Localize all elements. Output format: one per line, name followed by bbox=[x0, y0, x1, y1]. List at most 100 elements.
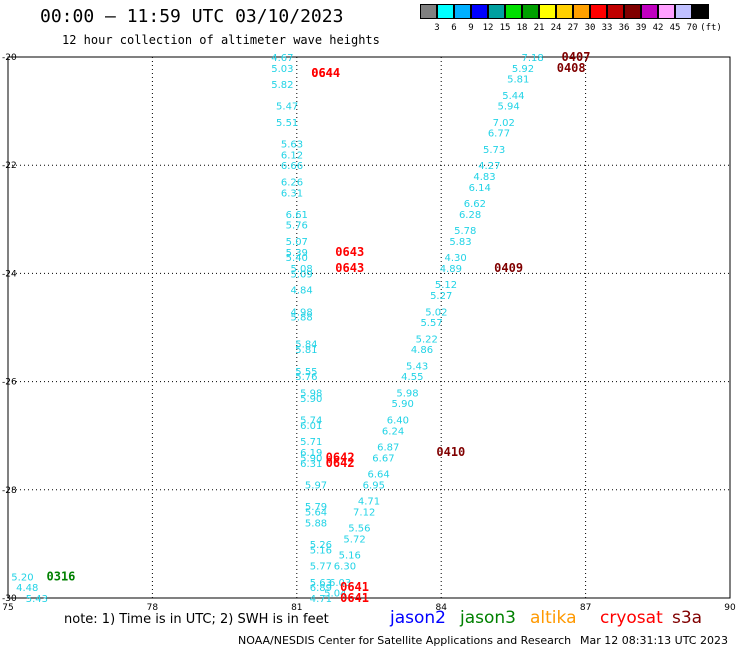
wave-height-label: 5.88 bbox=[305, 518, 327, 529]
wave-height-label: 6.03 bbox=[329, 578, 351, 589]
wave-height-label: 4.98 bbox=[290, 307, 312, 318]
wave-height-label: 6.67 bbox=[372, 453, 394, 464]
wave-height-label: 5.40 bbox=[286, 253, 308, 264]
legend-altika: altika bbox=[530, 608, 577, 628]
scale-label: 15 bbox=[499, 23, 511, 33]
wave-height-label: 5.63 bbox=[281, 140, 303, 151]
scale-swatch bbox=[607, 4, 624, 19]
wave-height-label: 7.12 bbox=[353, 507, 375, 518]
wave-height-label: 4.84 bbox=[290, 286, 312, 297]
wave-height-label: 5.43 bbox=[406, 361, 428, 372]
legend-jason3: jason3 bbox=[460, 608, 516, 628]
wave-height-label: 4.89 bbox=[440, 264, 462, 275]
lat-tick-label: -30 bbox=[2, 594, 17, 604]
scale-label: 3 bbox=[434, 23, 440, 33]
lon-tick-label: 75 bbox=[2, 603, 13, 613]
scale-label: 21 bbox=[533, 23, 545, 33]
wave-height-label: 7.02 bbox=[493, 118, 515, 129]
wave-height-label: 4.48 bbox=[16, 583, 38, 594]
pass-time-label: 0408 bbox=[557, 61, 586, 75]
wave-height-label: 7.18 bbox=[522, 53, 544, 64]
wave-height-label: 5.81 bbox=[507, 75, 529, 86]
scale-label: 24 bbox=[550, 23, 562, 33]
wave-height-label: 6.01 bbox=[300, 421, 322, 432]
wave-height-label: 6.40 bbox=[387, 415, 409, 426]
wave-height-label: 4.55 bbox=[401, 372, 423, 383]
scale-label: 36 bbox=[618, 23, 630, 33]
scale-label: 70 bbox=[686, 23, 698, 33]
legend-s3a: s3a bbox=[672, 608, 703, 628]
wave-height-label: 5.63 bbox=[310, 578, 332, 589]
wave-height-label: 5.26 bbox=[310, 540, 332, 551]
wave-height-label: 5.04 bbox=[324, 589, 346, 600]
scale-label: 27 bbox=[567, 23, 579, 33]
lon-tick-label: 78 bbox=[147, 603, 159, 613]
wave-height-label: 5.08 bbox=[290, 264, 312, 275]
scale-swatch bbox=[573, 4, 590, 19]
scale-swatch bbox=[675, 4, 692, 19]
footer-note: note: 1) Time is in UTC; 2) SWH is in fe… bbox=[64, 612, 329, 627]
wave-height-label: 5.44 bbox=[502, 91, 524, 102]
scale-swatch bbox=[471, 4, 488, 19]
wave-height-label: 5.76 bbox=[295, 372, 317, 383]
wave-height-label: 4.71 bbox=[310, 594, 332, 605]
wave-height-label: 5.73 bbox=[483, 145, 505, 156]
wave-height-label: 6.14 bbox=[469, 183, 491, 194]
wave-height-label: 4.86 bbox=[411, 345, 433, 356]
pass-time-label: 0644 bbox=[311, 66, 340, 80]
wave-height-label: 5.97 bbox=[305, 480, 327, 491]
lat-tick-label: -24 bbox=[2, 269, 17, 279]
wave-height-label: 5.79 bbox=[305, 502, 327, 513]
wave-height-label: 5.07 bbox=[286, 237, 308, 248]
wave-height-label: 5.03 bbox=[271, 64, 293, 75]
scale-unit: (ft) bbox=[700, 23, 722, 33]
legend-jason2: jason2 bbox=[390, 608, 446, 628]
scale-label: 12 bbox=[482, 23, 494, 33]
pass-time-label: 0641 bbox=[340, 591, 369, 605]
scale-swatch bbox=[556, 4, 573, 19]
wave-height-label: 5.98 bbox=[300, 388, 322, 399]
wave-height-label: 5.22 bbox=[416, 334, 438, 345]
wave-height-label: 5.20 bbox=[11, 572, 33, 583]
scale-label: 39 bbox=[635, 23, 647, 33]
pass-time-label: 0644 bbox=[311, 66, 340, 80]
wave-height-label: 6.61 bbox=[286, 210, 308, 221]
wave-height-label: 5.72 bbox=[343, 534, 365, 545]
wave-height-label: 6.62 bbox=[464, 199, 486, 210]
lon-tick-label: 87 bbox=[580, 603, 591, 613]
lon-tick-label: 84 bbox=[435, 603, 447, 613]
wave-height-label: 5.51 bbox=[276, 118, 298, 129]
page-subtitle: 12 hour collection of altimeter wave hei… bbox=[62, 33, 380, 47]
wave-height-label: 5.90 bbox=[300, 394, 322, 405]
scale-swatch bbox=[641, 4, 658, 19]
page-title: 00:00 – 11:59 UTC 03/10/2023 bbox=[40, 6, 344, 27]
wave-height-label: 6.66 bbox=[281, 161, 303, 172]
pass-time-label: 0641 bbox=[340, 580, 369, 594]
wave-height-label: 4.67 bbox=[271, 53, 293, 64]
wave-height-label: 6.31 bbox=[281, 188, 303, 199]
map-frame bbox=[7, 56, 731, 599]
wave-height-label: 5.94 bbox=[497, 102, 519, 113]
wave-height-label: 5.81 bbox=[295, 345, 317, 356]
wave-height-label: 6.30 bbox=[334, 562, 356, 573]
wave-height-label: 6.77 bbox=[488, 129, 510, 140]
wave-height-label: 5.74 bbox=[300, 415, 322, 426]
wave-height-label: 5.27 bbox=[430, 291, 452, 302]
wave-height-label: 4.27 bbox=[478, 161, 500, 172]
scale-swatch bbox=[437, 4, 454, 19]
wave-height-label: 5.12 bbox=[435, 280, 457, 291]
scale-swatch bbox=[658, 4, 675, 19]
wave-height-label: 6.87 bbox=[377, 443, 399, 454]
wave-height-label: 5.02 bbox=[425, 307, 447, 318]
footer-credit: NOAA/NESDIS Center for Satellite Applica… bbox=[238, 634, 572, 647]
scale-label: 33 bbox=[601, 23, 613, 33]
wave-height-label: 5.82 bbox=[271, 80, 293, 91]
wave-height-label: 5.09 bbox=[290, 269, 312, 280]
pass-time-label: 0316 bbox=[47, 569, 76, 583]
wave-height-label: 5.43 bbox=[26, 594, 48, 605]
wave-height-label: 6.24 bbox=[382, 426, 404, 437]
scale-label: 9 bbox=[468, 23, 474, 33]
wave-height-label: 5.39 bbox=[286, 248, 308, 259]
scale-swatch bbox=[488, 4, 505, 19]
